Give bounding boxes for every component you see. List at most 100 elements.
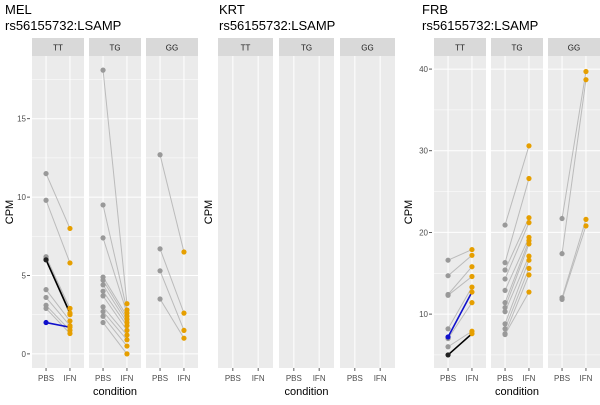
pair-line bbox=[102, 284, 128, 323]
ifn-point bbox=[181, 249, 187, 255]
ifn-point bbox=[469, 252, 475, 258]
facet-panel bbox=[340, 56, 395, 368]
facet-strip bbox=[32, 38, 84, 56]
summary-line bbox=[45, 259, 71, 314]
facet-strip bbox=[340, 38, 395, 56]
pbs-point bbox=[502, 267, 508, 273]
pair-line bbox=[102, 276, 128, 317]
ifn-point bbox=[124, 323, 130, 329]
pbs-point bbox=[445, 326, 451, 332]
facet-strip-label: TT bbox=[241, 44, 251, 53]
y-axis-label: CPM bbox=[203, 200, 215, 224]
facet-strip-label: TG bbox=[301, 44, 312, 53]
ifn-point bbox=[526, 272, 532, 278]
summary-ifn-point bbox=[469, 331, 475, 337]
pair-line bbox=[102, 279, 128, 320]
pbs-point bbox=[502, 304, 508, 311]
y-tick-label: 10 bbox=[419, 310, 428, 319]
facet-strip-label: TT bbox=[53, 44, 63, 53]
pair-line bbox=[504, 222, 530, 280]
pair-line bbox=[561, 219, 587, 298]
facet-strip-label: TT bbox=[455, 44, 465, 53]
x-tick-label: PBS bbox=[95, 374, 111, 383]
pair-line bbox=[504, 255, 530, 312]
pair-line bbox=[45, 200, 71, 264]
ifn-point bbox=[124, 327, 130, 333]
pbs-point bbox=[502, 300, 508, 306]
pbs-point bbox=[502, 222, 508, 228]
ifn-point bbox=[124, 332, 130, 338]
facet-panel bbox=[89, 56, 141, 368]
pair-line bbox=[159, 248, 185, 314]
x-tick-label: IFN bbox=[580, 374, 593, 383]
ifn-point bbox=[67, 260, 73, 266]
ifn-point bbox=[124, 301, 130, 307]
ifn-point bbox=[583, 223, 589, 229]
y-tick-label: 5 bbox=[22, 271, 27, 280]
y-axis-label: CPM bbox=[403, 200, 415, 224]
pair-line bbox=[447, 330, 473, 348]
ifn-point bbox=[583, 77, 589, 83]
summary-ifn-point bbox=[67, 324, 73, 330]
x-tick-label: IFN bbox=[523, 374, 536, 383]
facet-strip-label: TG bbox=[109, 44, 120, 53]
pair-line bbox=[504, 291, 530, 335]
summary-pbs-point bbox=[43, 319, 49, 326]
y-tick-label: 0 bbox=[22, 350, 27, 359]
ifn-point bbox=[67, 225, 73, 232]
pbs-point bbox=[43, 287, 49, 293]
summary-line bbox=[447, 333, 473, 356]
pbs-point bbox=[502, 287, 508, 294]
ifn-point bbox=[469, 273, 475, 280]
facet-strip bbox=[279, 38, 334, 56]
x-tick-label: PBS bbox=[225, 374, 241, 383]
ifn-point bbox=[469, 300, 475, 306]
pair-line bbox=[102, 315, 128, 347]
pbs-point bbox=[100, 313, 106, 319]
facet-strip bbox=[218, 38, 273, 56]
pair-line bbox=[561, 71, 587, 219]
facet-strip bbox=[146, 38, 198, 56]
summary-line bbox=[45, 321, 71, 329]
ifn-point bbox=[583, 68, 589, 75]
pair-line bbox=[504, 178, 530, 263]
pbs-point bbox=[157, 152, 163, 158]
y-tick-label: 20 bbox=[419, 228, 428, 237]
pair-line bbox=[447, 249, 473, 261]
pbs-point bbox=[43, 170, 49, 177]
pair-line bbox=[102, 295, 128, 331]
pbs-point bbox=[100, 293, 106, 299]
pair-line bbox=[447, 286, 473, 330]
pbs-point bbox=[157, 268, 163, 274]
y-axis-label: CPM bbox=[4, 200, 16, 224]
pair-line bbox=[561, 79, 587, 254]
ifn-point bbox=[67, 318, 73, 324]
y-tick-label: 10 bbox=[17, 193, 26, 202]
ifn-point bbox=[124, 351, 130, 357]
summary-ifn-point bbox=[67, 310, 73, 316]
pbs-point bbox=[502, 326, 508, 332]
summary-line bbox=[447, 291, 473, 338]
ifn-point bbox=[469, 264, 475, 270]
pair-line bbox=[504, 268, 530, 329]
pair-line bbox=[102, 290, 128, 326]
pbs-point bbox=[100, 288, 106, 294]
pbs-point bbox=[559, 215, 565, 222]
y-tick-label: 15 bbox=[17, 115, 26, 124]
x-tick-label: PBS bbox=[497, 374, 513, 383]
facet-strip-label: GG bbox=[568, 44, 580, 53]
pair-line bbox=[504, 260, 530, 325]
x-tick-label: IFN bbox=[313, 374, 326, 383]
facet-strip bbox=[491, 38, 543, 56]
pbs-point bbox=[559, 251, 565, 257]
pbs-point bbox=[100, 308, 106, 315]
chart-title-line2: rs56155732:LSAMP bbox=[219, 18, 335, 33]
x-tick-label: IFN bbox=[64, 374, 77, 383]
x-axis-label: condition bbox=[495, 386, 539, 398]
pair-line bbox=[159, 270, 185, 331]
facet-strip bbox=[548, 38, 600, 56]
pair-line bbox=[45, 297, 71, 326]
facet-strip bbox=[434, 38, 486, 56]
